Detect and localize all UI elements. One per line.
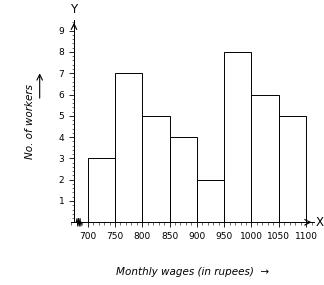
Bar xyxy=(142,116,169,222)
Bar xyxy=(251,95,279,222)
Bar xyxy=(224,52,251,222)
Bar xyxy=(115,73,142,222)
Bar xyxy=(279,116,306,222)
Text: Monthly wages (in rupees)  →: Monthly wages (in rupees) → xyxy=(116,267,269,277)
Bar xyxy=(169,137,197,222)
Text: Y: Y xyxy=(70,3,77,16)
Bar xyxy=(197,180,224,222)
Text: X: X xyxy=(316,216,324,229)
Bar xyxy=(88,158,115,222)
Text: No. of workers: No. of workers xyxy=(25,84,35,159)
